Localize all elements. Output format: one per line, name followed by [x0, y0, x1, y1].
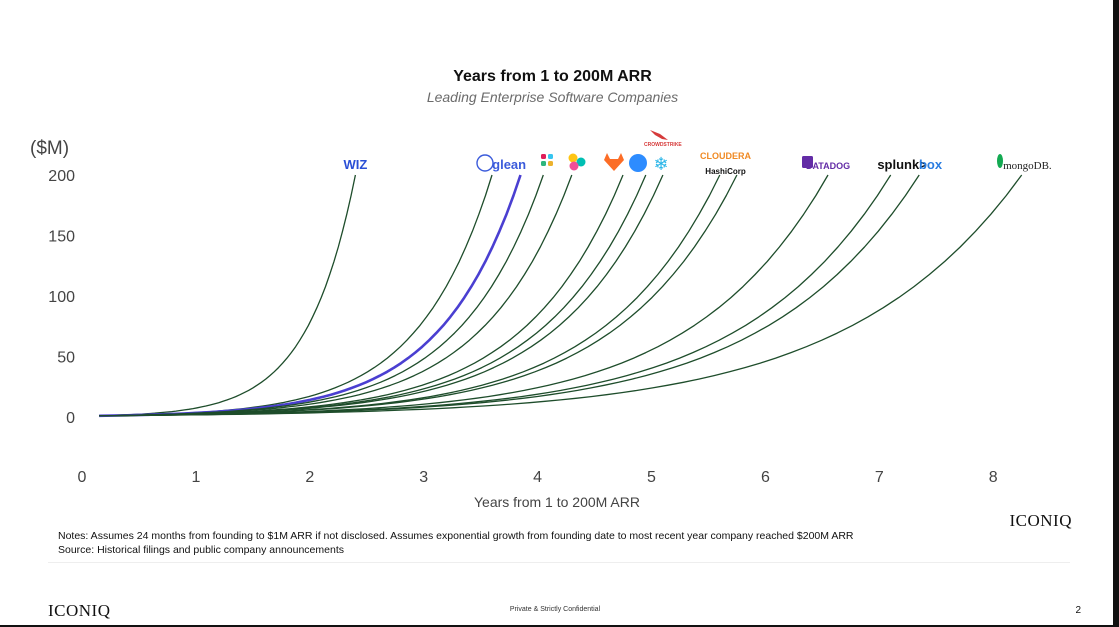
slack-icon — [548, 161, 553, 166]
glean-star-icon — [476, 154, 494, 172]
x-tick-label: 6 — [761, 469, 770, 486]
footer-divider — [48, 562, 1070, 563]
zoom-icon — [629, 154, 647, 172]
x-tick-label: 4 — [533, 469, 542, 486]
x-tick-label: 8 — [989, 469, 998, 486]
footnotes: Notes: Assumes 24 months from founding t… — [58, 529, 854, 557]
company-logo-crowdstrike: CROWDSTRIKE — [644, 142, 682, 148]
datadog-icon — [802, 156, 813, 168]
elastic-icon — [568, 153, 578, 163]
y-tick-label: 0 — [66, 410, 75, 427]
bottom-edge — [0, 625, 1119, 627]
chart-subtitle: Leading Enterprise Software Companies — [426, 89, 679, 105]
slack-icon — [548, 154, 553, 159]
series-lines — [99, 174, 1023, 418]
x-axis-label: Years from 1 to 200M ARR — [474, 494, 640, 510]
source-line: Source: Historical filings and public co… — [58, 544, 344, 556]
x-tick-labels: 0 1 2 3 4 5 6 7 8 — [78, 469, 998, 486]
series-line-highlighted — [99, 174, 522, 418]
y-tick-label: 150 — [48, 229, 75, 246]
company-logo-splunk: splunk> — [877, 157, 927, 172]
snowflake-icon: ❄ — [653, 154, 668, 175]
x-tick-label: 3 — [419, 469, 428, 486]
y-tick-label: 200 — [48, 168, 75, 185]
iconiq-logo-right: ICONIQ — [1009, 511, 1072, 530]
series-line — [99, 174, 544, 417]
slack-icon — [541, 154, 546, 159]
series-line — [99, 174, 892, 417]
x-tick-label: 1 — [191, 469, 200, 486]
slack-icon — [541, 161, 546, 166]
crowdstrike-falcon-icon — [650, 130, 668, 140]
company-logo-hashicorp: HashiCorp — [705, 167, 746, 176]
line-chart: 0 50 100 150 200 0 1 2 3 4 5 6 7 8 WIZ glean CROWDSTRI… — [48, 130, 1052, 510]
series-line — [99, 174, 920, 417]
series-line — [99, 174, 664, 417]
company-logos: WIZ glean CROWDSTRIKE CLOUDERA HashiCorp DATA… — [343, 130, 1052, 176]
mongodb-leaf-icon — [997, 154, 1003, 168]
company-logo-mongodb: mongoDB. — [1003, 160, 1052, 172]
company-logo-cloudera: CLOUDERA — [700, 151, 751, 161]
company-logo-glean: glean — [492, 157, 526, 172]
company-logo-wiz: WIZ — [343, 157, 367, 172]
y-axis-unit-label: ($M) — [30, 138, 70, 159]
x-tick-label: 5 — [647, 469, 656, 486]
x-tick-label: 2 — [305, 469, 314, 486]
confidential-label: Private & Strictly Confidential — [509, 606, 601, 613]
x-tick-label: 0 — [78, 469, 87, 486]
page-number: 2 — [1075, 605, 1081, 616]
gitlab-icon — [604, 153, 624, 171]
series-line — [99, 174, 721, 417]
series-line — [99, 174, 1023, 417]
series-line — [99, 174, 357, 417]
chart-title: Years from 1 to 200M ARR — [453, 68, 652, 85]
window-edge — [1113, 0, 1119, 627]
series-line — [99, 174, 624, 417]
series-line — [99, 174, 738, 417]
series-line — [99, 174, 493, 417]
y-tick-label: 100 — [48, 289, 75, 306]
x-tick-label: 7 — [875, 469, 884, 486]
iconiq-logo-left: ICONIQ — [48, 601, 111, 620]
company-logo-datadog: DATADOG — [806, 161, 850, 171]
y-tick-label: 50 — [57, 350, 75, 367]
y-tick-labels: 0 50 100 150 200 — [48, 168, 75, 427]
elastic-icon — [569, 161, 579, 171]
elastic-icon — [576, 157, 586, 167]
notes-line: Notes: Assumes 24 months from founding t… — [58, 530, 854, 542]
company-logo-box: box — [919, 157, 943, 172]
